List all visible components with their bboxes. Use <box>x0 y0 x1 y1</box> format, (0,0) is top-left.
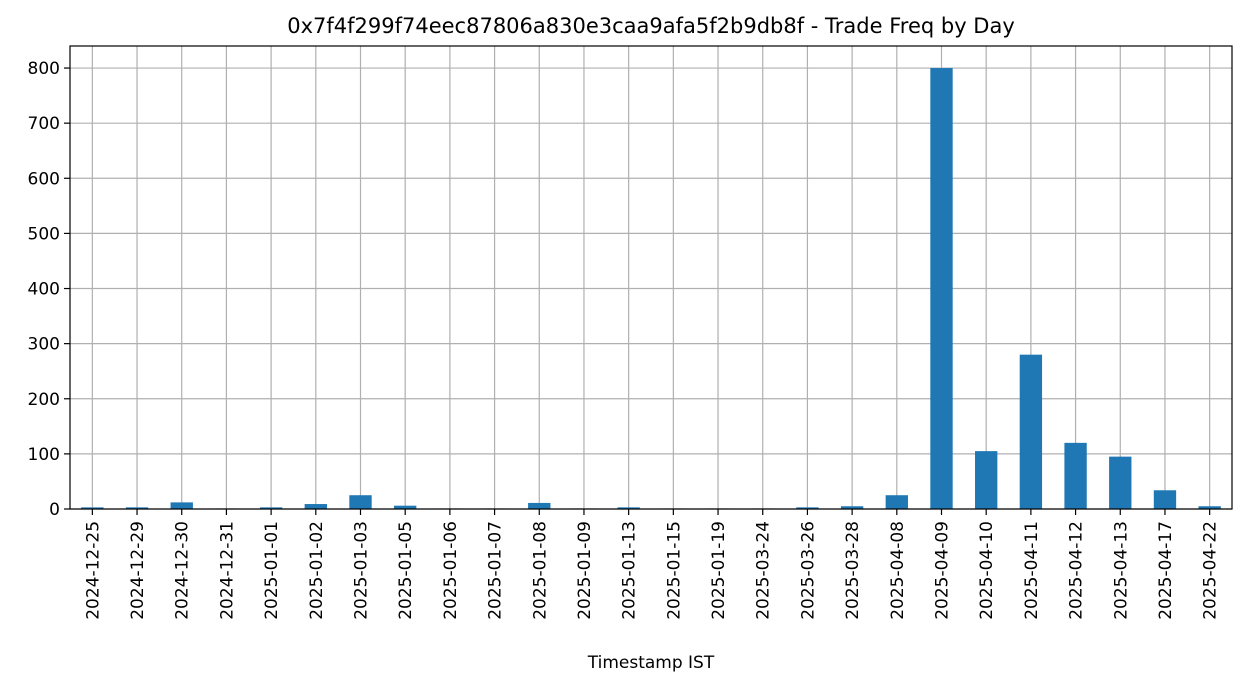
y-tick-label: 500 <box>28 224 60 244</box>
bar <box>1153 490 1177 509</box>
bar <box>528 502 551 509</box>
bar <box>170 502 193 509</box>
y-axis-ticks: 0 100 200 300 400 500 600 700 800 <box>28 59 70 520</box>
x-tick-label: 2025-01-08 <box>530 521 550 620</box>
y-tick-label: 600 <box>28 169 60 189</box>
x-tick-label: 2025-04-10 <box>977 521 997 620</box>
x-tick-label: 2024-12-25 <box>83 521 103 620</box>
x-axis-ticks: 2024-12-25 2024-12-29 2024-12-30 2024-12-31… <box>83 509 1221 620</box>
x-tick-label: 2025-01-19 <box>709 521 729 620</box>
bar <box>81 507 104 509</box>
bar <box>394 505 417 509</box>
bar <box>304 504 327 509</box>
x-tick-label: 2025-01-09 <box>575 521 595 620</box>
grid-lines <box>70 46 1232 510</box>
y-tick-label: 300 <box>28 335 60 355</box>
bar <box>259 507 283 509</box>
bars <box>81 68 1221 510</box>
x-tick-label: 2025-04-22 <box>1201 521 1221 620</box>
bar <box>796 507 819 509</box>
x-tick-label: 2025-04-09 <box>933 521 953 620</box>
x-tick-label: 2025-01-03 <box>352 521 372 620</box>
x-tick-label: 2025-04-11 <box>1022 521 1042 620</box>
bar <box>617 507 640 509</box>
bar <box>125 507 149 509</box>
x-tick-label: 2025-03-24 <box>754 521 774 620</box>
x-tick-label: 2025-01-07 <box>486 521 506 620</box>
x-tick-label: 2025-01-02 <box>307 521 327 620</box>
bar <box>975 451 998 509</box>
y-tick-label: 0 <box>49 500 60 520</box>
y-tick-label: 400 <box>28 280 60 300</box>
x-tick-label: 2025-04-17 <box>1156 521 1176 620</box>
x-tick-label: 2024-12-31 <box>217 521 237 620</box>
x-tick-label: 2025-03-26 <box>798 521 818 620</box>
bar <box>840 506 864 509</box>
y-tick-label: 800 <box>28 59 60 79</box>
x-tick-label: 2024-12-30 <box>173 521 193 620</box>
x-tick-label: 2025-01-13 <box>620 521 640 620</box>
bar <box>349 495 372 509</box>
bar <box>930 68 953 510</box>
bar <box>1064 442 1087 509</box>
x-tick-label: 2025-04-08 <box>888 521 908 620</box>
x-tick-label: 2025-03-28 <box>843 521 863 620</box>
y-tick-label: 100 <box>28 445 60 465</box>
x-tick-label: 2025-01-01 <box>262 521 282 620</box>
x-tick-label: 2025-04-12 <box>1067 521 1087 620</box>
x-tick-label: 2025-01-15 <box>664 521 684 620</box>
bar <box>1198 506 1221 509</box>
bar <box>885 495 908 509</box>
x-tick-label: 2025-01-05 <box>396 521 416 620</box>
bar <box>1109 456 1132 509</box>
x-axis-label: Timestamp IST <box>587 653 715 673</box>
bar <box>1019 354 1043 509</box>
plot-frame <box>69 45 1233 510</box>
x-tick-label: 2025-01-06 <box>441 521 461 620</box>
y-tick-label: 700 <box>28 114 60 134</box>
x-tick-label: 2024-12-29 <box>128 521 148 620</box>
x-tick-label: 2025-04-13 <box>1111 521 1131 620</box>
chart-title: 0x7f4f299f74eec87806a830e3caa9afa5f2b9db… <box>287 14 1015 38</box>
y-tick-label: 200 <box>28 390 60 410</box>
